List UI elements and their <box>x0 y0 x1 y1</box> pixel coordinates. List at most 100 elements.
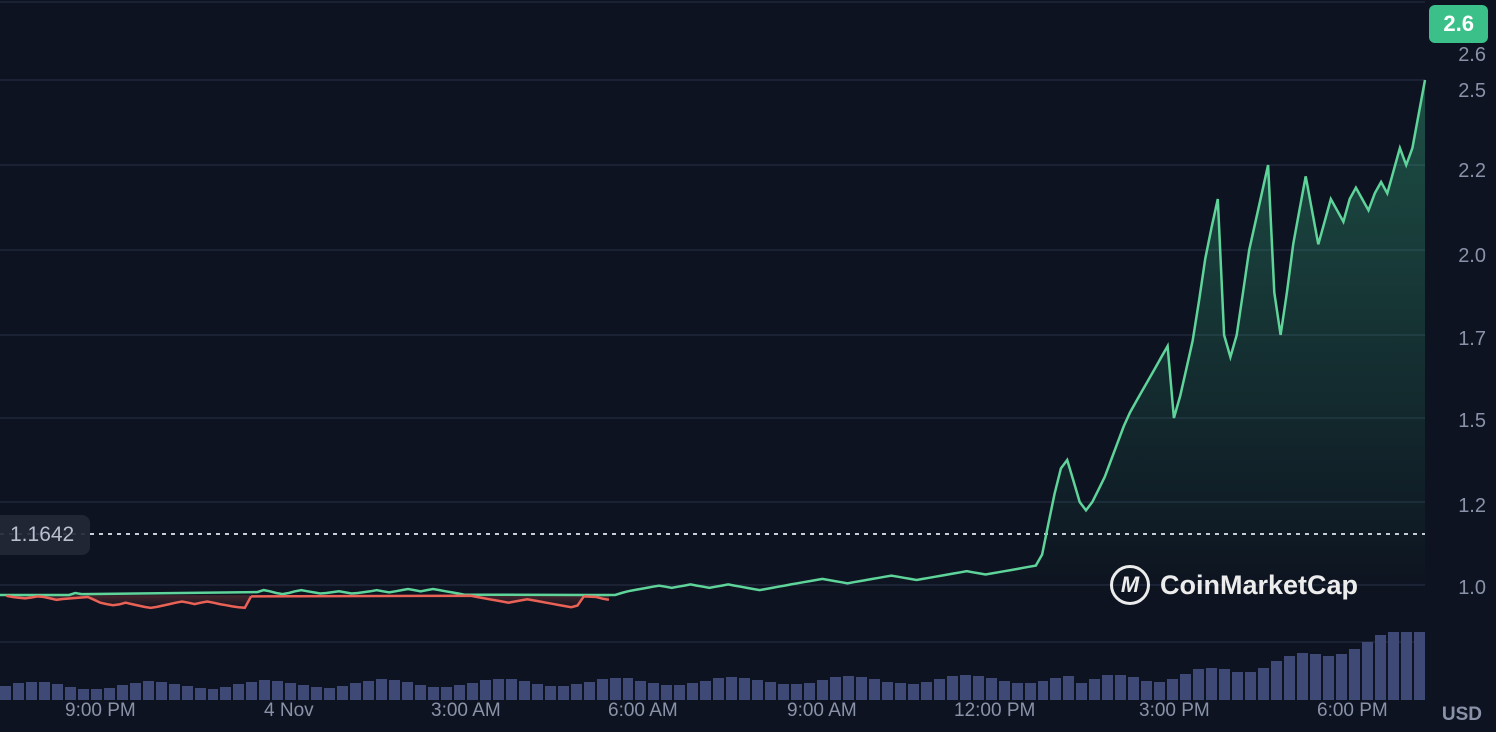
volume-bar <box>428 687 439 700</box>
volume-bar <box>1258 668 1269 700</box>
volume-bar <box>623 678 634 700</box>
volume-bar <box>182 686 193 700</box>
volume-bar <box>1401 632 1412 700</box>
volume-bar <box>39 682 50 700</box>
coinmarketcap-logo: M CoinMarketCap <box>1110 565 1358 605</box>
volume-bar <box>91 689 102 700</box>
volume-bar <box>661 685 672 700</box>
volume-bar <box>1025 683 1036 700</box>
volume-bar <box>1089 679 1100 700</box>
volume-bar <box>52 684 63 700</box>
y-axis-label-10: 1.0 <box>1458 577 1486 600</box>
volume-bar <box>1388 632 1399 700</box>
volume-bar <box>1141 681 1152 700</box>
coinmarketcap-icon: M <box>1110 565 1150 605</box>
chart-svg <box>0 0 1496 732</box>
volume-bar <box>597 679 608 700</box>
volume-bar <box>208 689 219 701</box>
volume-bar <box>1232 672 1243 700</box>
volume-bar <box>363 681 374 700</box>
volume-bar <box>921 682 932 700</box>
volume-bar <box>467 683 478 701</box>
volume-bar <box>960 675 971 700</box>
volume-bar <box>817 680 828 700</box>
volume-bar <box>1050 678 1061 700</box>
volume-bar <box>324 688 335 700</box>
x-axis-label-6: 3:00 PM <box>1139 700 1210 722</box>
volume-bar <box>0 686 11 700</box>
y-axis-label-26: 2.6 <box>1458 44 1486 67</box>
volume-bar <box>1128 677 1139 700</box>
x-axis-label-3: 6:00 AM <box>608 700 678 722</box>
volume-bar <box>246 682 257 700</box>
volume-bar <box>999 681 1010 700</box>
volume-bar <box>506 679 517 700</box>
volume-bar <box>169 684 180 701</box>
x-axis-label-7: 6:00 PM <box>1317 700 1388 722</box>
volume-bar <box>156 682 167 701</box>
y-axis-label-22: 2.2 <box>1458 160 1486 183</box>
volume-bar <box>1297 653 1308 700</box>
volume-bar <box>1245 672 1256 700</box>
volume-bar <box>143 681 154 700</box>
volume-bar <box>402 682 413 700</box>
current-price-badge[interactable]: 2.6 <box>1429 5 1488 43</box>
volume-bar <box>259 680 270 700</box>
volume-bar <box>791 684 802 700</box>
volume-bar <box>480 680 491 700</box>
volume-bar <box>350 683 361 700</box>
volume-bar <box>700 681 711 700</box>
volume-bar <box>1323 656 1334 701</box>
volume-bar <box>1375 635 1386 700</box>
volume-bar <box>1193 669 1204 700</box>
volume-bar <box>830 677 841 700</box>
volume-bar <box>1362 642 1373 700</box>
coinmarketcap-logo-text: CoinMarketCap <box>1160 570 1358 601</box>
volume-bar <box>532 684 543 700</box>
volume-bar <box>545 686 556 700</box>
volume-bar <box>1115 675 1126 700</box>
volume-bar <box>584 682 595 700</box>
volume-bar <box>1154 682 1165 700</box>
volume-bar <box>1167 679 1178 700</box>
x-axis-label-0: 9:00 PM <box>65 700 136 722</box>
volume-bar <box>726 677 737 700</box>
volume-bar <box>804 683 815 700</box>
volume-bar <box>986 678 997 700</box>
volume-bar <box>389 680 400 700</box>
volume-bar <box>311 687 322 700</box>
volume-bar <box>337 686 348 700</box>
volume-bar <box>298 685 309 700</box>
volume-bar <box>104 688 115 700</box>
volume-bar <box>947 676 958 700</box>
volume-bar <box>895 683 906 700</box>
volume-bar <box>1063 676 1074 701</box>
y-axis-label-17: 1.7 <box>1458 328 1486 351</box>
x-axis-label-5: 12:00 PM <box>954 700 1035 722</box>
volume-bar <box>571 684 582 700</box>
volume-bar <box>1012 683 1023 700</box>
volume-bar <box>778 684 789 700</box>
price-tooltip[interactable]: 1.1642 <box>0 515 90 555</box>
volume-bar <box>635 681 646 701</box>
x-axis-label-1: 4 Nov <box>264 700 314 722</box>
volume-bar <box>1336 654 1347 700</box>
volume-bar <box>687 683 698 700</box>
volume-bar <box>1310 654 1321 700</box>
volume-bar <box>713 678 724 700</box>
volume-bar <box>376 679 387 700</box>
volume-bar <box>765 682 776 700</box>
price-chart: 2.6 2.6 2.5 2.2 2.0 1.7 1.5 1.2 1.0 USD … <box>0 0 1496 732</box>
volume-bar <box>1219 669 1230 700</box>
volume-bar <box>519 681 530 700</box>
volume-bar <box>441 687 452 700</box>
volume-bar <box>1102 675 1113 700</box>
volume-bar <box>454 685 465 700</box>
volume-bar <box>674 685 685 700</box>
volume-bar <box>1206 668 1217 701</box>
volume-bar <box>65 687 76 700</box>
volume-bar <box>1180 674 1191 700</box>
y-axis-label-15: 1.5 <box>1458 410 1486 433</box>
volume-bar <box>1414 632 1425 700</box>
volume-bar <box>220 687 231 700</box>
